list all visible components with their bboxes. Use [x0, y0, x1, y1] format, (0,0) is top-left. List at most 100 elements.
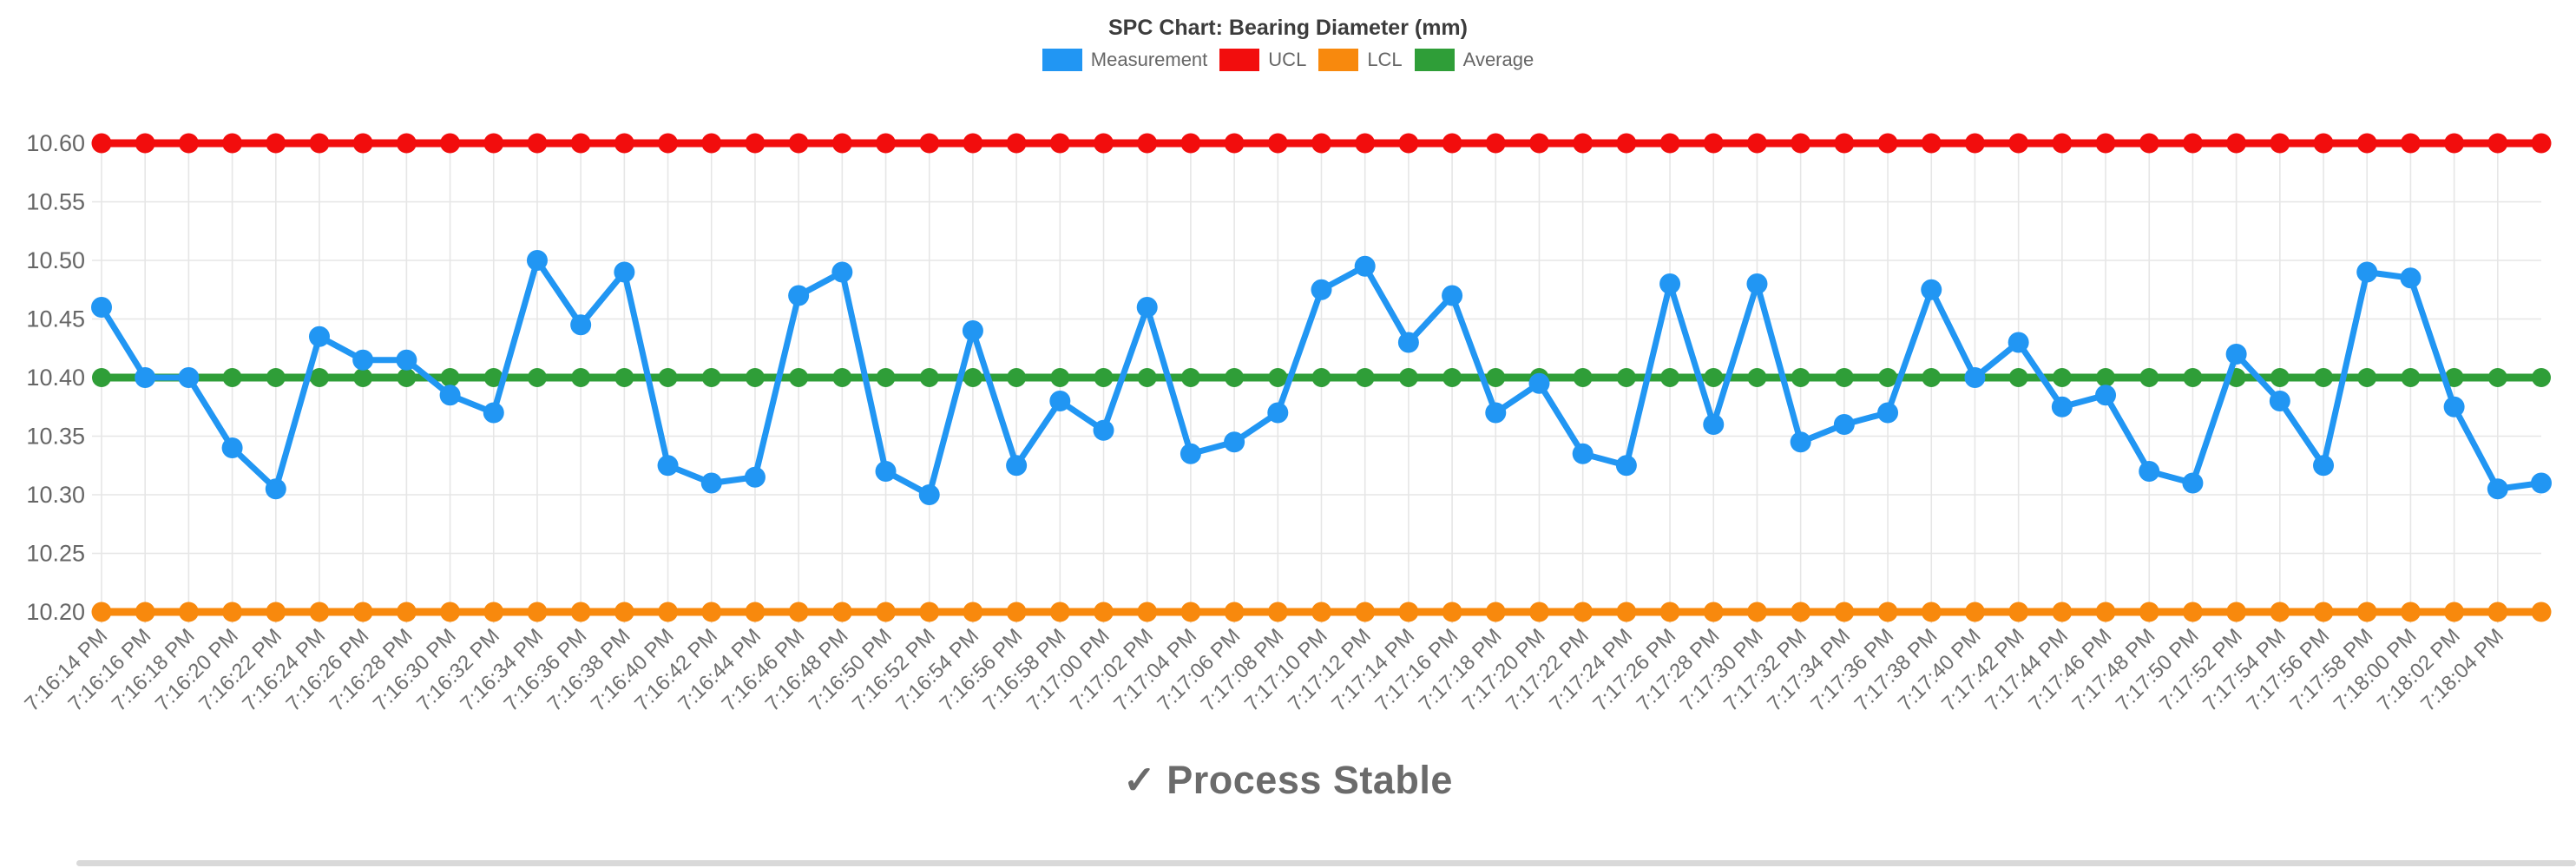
y-tick-label: 10.20 [26, 599, 85, 625]
data-point-measurement[interactable] [2443, 396, 2465, 418]
data-point-ucl [483, 133, 504, 154]
data-point-measurement[interactable] [1311, 279, 1332, 300]
data-point-measurement[interactable] [2356, 261, 2378, 283]
y-tick-label: 10.50 [26, 247, 85, 273]
data-point-measurement[interactable] [2182, 472, 2204, 494]
data-point-lcl [1180, 602, 1201, 622]
data-point-lcl [1573, 602, 1594, 622]
data-point-ucl [1921, 133, 1942, 154]
data-point-measurement[interactable] [831, 261, 853, 283]
data-point-average [876, 368, 896, 387]
data-point-average [309, 368, 329, 387]
data-point-measurement[interactable] [2051, 396, 2073, 418]
data-point-measurement[interactable] [1528, 372, 1550, 394]
data-point-measurement[interactable] [1703, 414, 1725, 435]
data-point-ucl [1180, 133, 1201, 154]
data-point-lcl [2226, 602, 2247, 622]
data-point-measurement[interactable] [1746, 273, 1768, 294]
legend-swatch-average [1414, 49, 1455, 71]
data-point-measurement[interactable] [1093, 419, 1114, 441]
data-point-average [1180, 368, 1200, 387]
data-point-measurement[interactable] [1833, 414, 1855, 435]
data-point-measurement[interactable] [1006, 455, 1028, 477]
data-point-ucl [614, 133, 634, 154]
data-point-measurement[interactable] [1397, 332, 1419, 353]
data-point-average [527, 368, 547, 387]
data-point-measurement[interactable] [1921, 279, 1942, 300]
data-point-lcl [2444, 602, 2465, 622]
data-point-lcl [266, 602, 286, 622]
data-point-measurement[interactable] [657, 455, 679, 477]
data-point-measurement[interactable] [1572, 443, 1594, 464]
data-point-measurement[interactable] [2139, 461, 2160, 482]
data-point-measurement[interactable] [1790, 431, 1811, 453]
data-point-measurement[interactable] [2400, 267, 2422, 289]
data-point-average [701, 368, 721, 387]
data-point-ucl [2182, 133, 2203, 154]
data-point-average [1050, 368, 1070, 387]
data-point-average [789, 368, 809, 387]
data-point-measurement[interactable] [1180, 443, 1201, 464]
data-point-measurement[interactable] [788, 285, 810, 306]
data-point-average [92, 368, 111, 387]
data-point-measurement[interactable] [2531, 472, 2552, 494]
data-point-lcl [1746, 602, 1767, 622]
data-point-measurement[interactable] [135, 367, 156, 388]
data-point-measurement[interactable] [2095, 385, 2117, 406]
data-point-measurement[interactable] [1354, 255, 1376, 277]
data-point-measurement[interactable] [1877, 402, 1899, 424]
data-point-measurement[interactable] [614, 261, 635, 283]
data-point-measurement[interactable] [352, 349, 374, 371]
legend-swatch-measurement [1042, 49, 1082, 71]
data-point-ucl [2400, 133, 2421, 154]
data-point-measurement[interactable] [91, 297, 112, 318]
data-point-lcl [1006, 602, 1027, 622]
data-point-measurement[interactable] [1049, 391, 1071, 411]
data-point-measurement[interactable] [308, 326, 330, 347]
data-point-measurement[interactable] [2269, 391, 2290, 411]
data-point-ucl [1485, 133, 1506, 154]
data-point-lcl [483, 602, 504, 622]
data-point-average [963, 368, 982, 387]
data-point-measurement[interactable] [483, 402, 504, 424]
data-point-measurement[interactable] [1267, 402, 1289, 424]
data-point-measurement[interactable] [700, 472, 722, 494]
data-point-measurement[interactable] [1659, 273, 1681, 294]
data-point-measurement[interactable] [526, 250, 548, 271]
data-point-ucl [2531, 133, 2552, 154]
data-point-measurement[interactable] [2487, 478, 2508, 500]
data-point-measurement[interactable] [2313, 455, 2335, 477]
data-point-measurement[interactable] [570, 314, 592, 336]
data-point-measurement[interactable] [2225, 344, 2247, 365]
data-point-measurement[interactable] [396, 349, 417, 371]
data-point-measurement[interactable] [2008, 332, 2029, 353]
data-point-measurement[interactable] [744, 466, 766, 488]
data-point-measurement[interactable] [962, 320, 983, 341]
data-point-measurement[interactable] [918, 484, 940, 505]
legend-item-measurement[interactable]: Measurement [1042, 49, 1207, 71]
data-point-measurement[interactable] [265, 478, 286, 500]
data-point-ucl [2487, 133, 2508, 154]
data-point-average [1442, 368, 1462, 387]
x-axis-labels: 7:16:14 PM7:16:16 PM7:16:18 PM7:16:20 PM… [20, 624, 2508, 716]
data-point-measurement[interactable] [1224, 431, 1245, 453]
data-point-measurement[interactable] [1615, 455, 1637, 477]
legend-item-lcl[interactable]: LCL [1318, 49, 1403, 71]
data-point-measurement[interactable] [178, 367, 200, 388]
data-point-measurement[interactable] [1442, 285, 1463, 306]
data-point-measurement[interactable] [875, 461, 897, 482]
data-point-lcl [2052, 602, 2073, 622]
legend-item-ucl[interactable]: UCL [1219, 49, 1306, 71]
data-point-lcl [222, 602, 243, 622]
data-point-measurement[interactable] [1485, 402, 1507, 424]
data-point-measurement[interactable] [439, 385, 461, 406]
data-point-ucl [1964, 133, 1985, 154]
data-point-ucl [527, 133, 548, 154]
data-point-ucl [2226, 133, 2247, 154]
data-point-measurement[interactable] [1964, 367, 1986, 388]
data-point-lcl [2356, 602, 2377, 622]
legend-item-average[interactable]: Average [1414, 49, 1534, 71]
data-point-measurement[interactable] [221, 437, 243, 458]
horizontal-scrollbar[interactable] [76, 860, 2576, 866]
data-point-measurement[interactable] [1136, 297, 1158, 318]
